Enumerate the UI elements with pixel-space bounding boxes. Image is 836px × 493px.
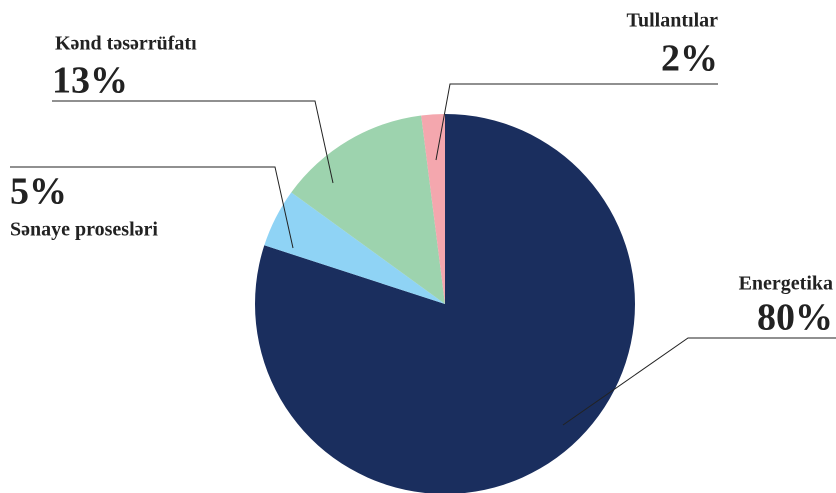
leader-line xyxy=(10,166,294,249)
leader-line xyxy=(562,337,836,426)
leader-line xyxy=(435,83,718,161)
slice-label: Sənaye prosesləri xyxy=(10,219,158,241)
value-label: 13% xyxy=(52,60,128,102)
slice-label: Tullantılar xyxy=(626,10,718,32)
pie-slice xyxy=(291,115,445,305)
value-label: 80% xyxy=(757,297,833,339)
value-label: 2% xyxy=(661,38,718,80)
pie-slice xyxy=(255,114,635,493)
pie-slice xyxy=(421,114,445,304)
pie-slice xyxy=(264,192,445,304)
slice-label: Kənd təsərrüfatı xyxy=(55,33,197,55)
leader-line xyxy=(52,100,334,184)
slice-label: Energetika xyxy=(739,273,833,295)
value-label: 5% xyxy=(10,171,67,213)
